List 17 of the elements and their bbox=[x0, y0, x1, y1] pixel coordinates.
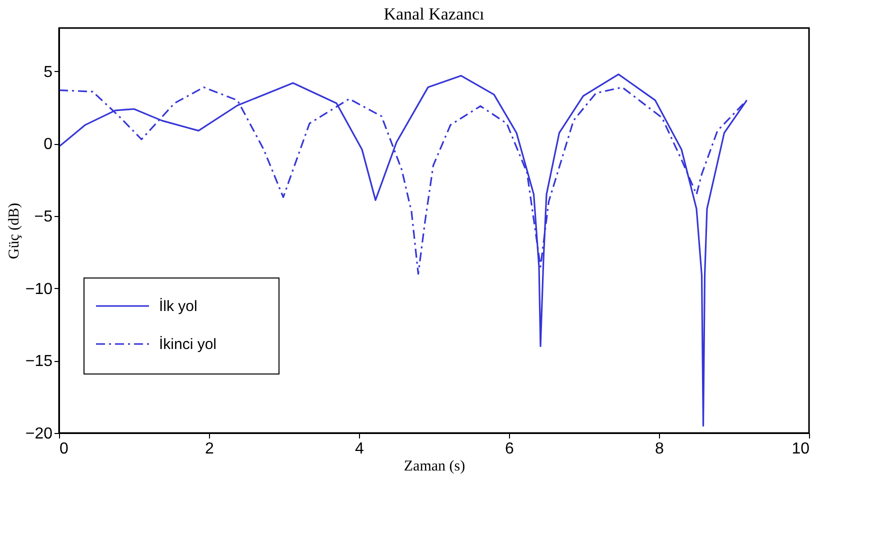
legend-label: İlk yol bbox=[159, 297, 198, 315]
y-axis-title: Güç (dB) bbox=[6, 202, 22, 260]
x-axis-title: Zaman (s) bbox=[404, 458, 466, 474]
x-tick-label: 8 bbox=[655, 440, 664, 458]
y-tick-label: 5 bbox=[44, 64, 53, 81]
y-tick-label: −20 bbox=[25, 426, 53, 442]
x-tick-label: 0 bbox=[60, 440, 68, 458]
x-tick-label: 6 bbox=[505, 440, 514, 458]
x-tick-label: 2 bbox=[205, 440, 214, 458]
legend-label: İkinci yol bbox=[159, 335, 217, 353]
y-tick-label: −10 bbox=[25, 280, 53, 298]
y-tick-label: −15 bbox=[25, 353, 53, 370]
x-tick-label: 10 bbox=[792, 440, 810, 458]
chart-title: Kanal Kazancı bbox=[384, 4, 485, 24]
x-tick-label: 4 bbox=[355, 440, 364, 458]
y-tick-label: 0 bbox=[44, 136, 53, 154]
y-tick-label: −5 bbox=[34, 208, 53, 226]
